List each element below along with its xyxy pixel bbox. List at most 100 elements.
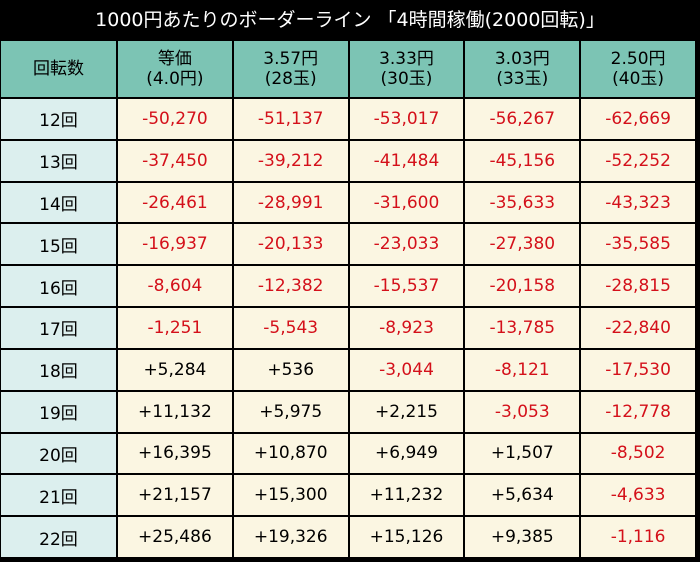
value-cell: -52,252 (581, 140, 695, 181)
value-cell: -12,382 (233, 266, 348, 307)
value-cell: -17,530 (581, 349, 695, 390)
value-cell: -53,017 (349, 99, 464, 139)
row-label-spins: 21回 (1, 475, 116, 516)
header-line1: 回転数 (33, 59, 84, 79)
column-header-rate-2: 3.57円 (28玉) (233, 41, 348, 97)
table-row: 21回 +21,157 +15,300 +11,232 +5,634 -4,633 (1, 475, 695, 516)
value-cell: -15,537 (349, 266, 464, 307)
value-cell: +11,132 (118, 391, 232, 432)
value-cell: -8,121 (465, 349, 580, 390)
value-cell: -35,633 (465, 182, 580, 223)
table-row: 20回 +16,395 +10,870 +6,949 +1,507 -8,502 (1, 433, 695, 474)
value-cell: -26,461 (118, 182, 232, 223)
row-label-spins: 20回 (1, 433, 116, 474)
header-line1: 2.50円 (610, 49, 666, 69)
header-line2: (33玉) (496, 69, 549, 89)
column-header-rate-3: 3.33円 (30玉) (349, 41, 464, 97)
value-cell: -3,053 (465, 391, 580, 432)
value-cell: -5,543 (233, 308, 348, 348)
value-cell: -51,137 (233, 99, 348, 139)
value-cell: -45,156 (465, 140, 580, 181)
value-cell: -28,991 (233, 182, 348, 223)
value-cell: -28,815 (581, 266, 695, 307)
value-cell: -1,251 (118, 308, 232, 348)
row-label-spins: 18回 (1, 349, 116, 390)
value-cell: +2,215 (349, 391, 464, 432)
row-label-spins: 13回 (1, 140, 116, 181)
row-label-spins: 14回 (1, 182, 116, 223)
row-label-spins: 16回 (1, 266, 116, 307)
value-cell: -20,158 (465, 266, 580, 307)
header-line2: (28玉) (264, 69, 317, 89)
value-cell: -12,778 (581, 391, 695, 432)
table-body: 12回 -50,270 -51,137 -53,017 -56,267 -62,669 13… (1, 99, 695, 557)
header-line1: 3.33円 (379, 49, 434, 69)
table-header: 回転数 等価 (4.0円) 3.57円 (28玉) 3.33円 (30玉) 3.03円 (33玉… (1, 41, 695, 97)
value-cell: +5,975 (233, 391, 348, 432)
value-cell: -41,484 (349, 140, 464, 181)
value-cell: -62,669 (581, 99, 695, 139)
value-cell: -22,840 (581, 308, 695, 348)
table-row: 17回 -1,251 -5,543 -8,923 -13,785 -22,840 (1, 308, 695, 348)
table-row: 22回 +25,486 +19,326 +15,126 +9,385 -1,116 (1, 517, 695, 557)
value-cell: +536 (233, 349, 348, 390)
value-cell: -23,033 (349, 224, 464, 265)
value-cell: +5,634 (465, 475, 580, 516)
header-line1: 等価 (157, 49, 192, 69)
value-cell: -8,502 (581, 433, 695, 474)
value-cell: +5,284 (118, 349, 232, 390)
table-title: 1000円あたりのボーダーライン 「4時間稼働(2000回転)」 (95, 9, 605, 31)
row-label-spins: 19回 (1, 391, 116, 432)
row-label-spins: 12回 (1, 99, 116, 139)
value-cell: -50,270 (118, 99, 232, 139)
value-cell: -27,380 (465, 224, 580, 265)
value-cell: +6,949 (349, 433, 464, 474)
value-cell: +9,385 (465, 517, 580, 557)
column-header-spins: 回転数 (1, 41, 116, 97)
value-cell: +15,126 (349, 517, 464, 557)
value-cell: -31,600 (349, 182, 464, 223)
header-row: 回転数 等価 (4.0円) 3.57円 (28玉) 3.33円 (30玉) 3.03円 (33玉… (1, 41, 695, 97)
value-cell: -43,323 (581, 182, 695, 223)
header-line2: (4.0円) (146, 69, 204, 89)
header-line1: 3.03円 (494, 49, 550, 69)
row-label-spins: 15回 (1, 224, 116, 265)
value-cell: -4,633 (581, 475, 695, 516)
column-header-rate-1: 等価 (4.0円) (118, 41, 232, 97)
header-line2: (40玉) (612, 69, 665, 89)
value-cell: +25,486 (118, 517, 232, 557)
table-row: 18回 +5,284 +536 -3,044 -8,121 -17,530 (1, 349, 695, 390)
value-cell: -8,604 (118, 266, 232, 307)
value-cell: -20,133 (233, 224, 348, 265)
value-cell: +11,232 (349, 475, 464, 516)
value-cell: +10,870 (233, 433, 348, 474)
table-row: 12回 -50,270 -51,137 -53,017 -56,267 -62,669 (1, 99, 695, 139)
table-row: 16回 -8,604 -12,382 -15,537 -20,158 -28,815 (1, 266, 695, 307)
value-cell: +21,157 (118, 475, 232, 516)
value-cell: +1,507 (465, 433, 580, 474)
value-cell: -13,785 (465, 308, 580, 348)
header-line2: (30玉) (380, 69, 433, 89)
row-label-spins: 22回 (1, 517, 116, 557)
value-cell: -1,116 (581, 517, 695, 557)
value-cell: -3,044 (349, 349, 464, 390)
value-cell: -35,585 (581, 224, 695, 265)
table-row: 19回 +11,132 +5,975 +2,215 -3,053 -12,778 (1, 391, 695, 432)
value-cell: -16,937 (118, 224, 232, 265)
value-cell: +16,395 (118, 433, 232, 474)
border-line-table: 回転数 等価 (4.0円) 3.57円 (28玉) 3.33円 (30玉) 3.03円 (33玉… (0, 39, 697, 559)
value-cell: -56,267 (465, 99, 580, 139)
value-cell: -8,923 (349, 308, 464, 348)
header-line1: 3.57円 (263, 49, 319, 69)
value-cell: -39,212 (233, 140, 348, 181)
value-cell: +15,300 (233, 475, 348, 516)
table-row: 14回 -26,461 -28,991 -31,600 -35,633 -43,323 (1, 182, 695, 223)
value-cell: -37,450 (118, 140, 232, 181)
value-cell: +19,326 (233, 517, 348, 557)
column-header-rate-5: 2.50円 (40玉) (581, 41, 695, 97)
row-label-spins: 17回 (1, 308, 116, 348)
table-row: 15回 -16,937 -20,133 -23,033 -27,380 -35,585 (1, 224, 695, 265)
column-header-rate-4: 3.03円 (33玉) (465, 41, 580, 97)
table-row: 13回 -37,450 -39,212 -41,484 -45,156 -52,252 (1, 140, 695, 181)
